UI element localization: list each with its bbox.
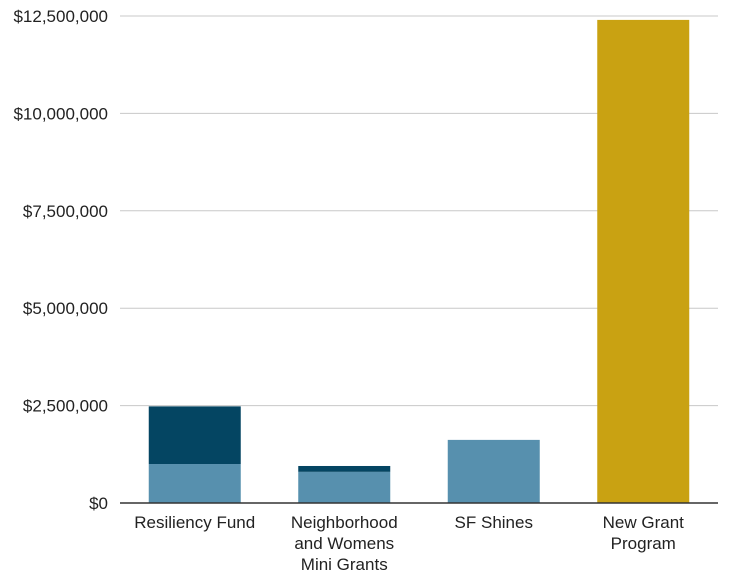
x-category-label: Resiliency Fund bbox=[134, 513, 255, 532]
x-category-label: SF Shines bbox=[455, 513, 533, 532]
x-category-label: New Grant bbox=[603, 513, 685, 532]
bars bbox=[148, 19, 690, 504]
y-tick-label: $2,500,000 bbox=[23, 397, 108, 416]
bar-segment bbox=[597, 19, 690, 504]
x-category-label: Program bbox=[611, 534, 676, 553]
bar-segment bbox=[148, 464, 241, 503]
bar-segment bbox=[148, 406, 241, 465]
y-tick-label: $12,500,000 bbox=[13, 7, 108, 26]
y-tick-label: $10,000,000 bbox=[13, 104, 108, 123]
bar-segment bbox=[298, 471, 391, 503]
bar-segment bbox=[298, 465, 391, 472]
y-tick-label: $5,000,000 bbox=[23, 299, 108, 318]
y-axis-tick-labels: $0 $2,500,000 $5,000,000 $7,500,000 $10,000,… bbox=[13, 7, 108, 513]
x-category-label: Neighborhood bbox=[291, 513, 398, 532]
y-tick-label: $7,500,000 bbox=[23, 202, 108, 221]
x-axis-category-labels: Resiliency Fund Neighborhood and Womens Min… bbox=[134, 513, 684, 573]
bar-segment bbox=[447, 439, 540, 503]
y-tick-label: $0 bbox=[89, 494, 108, 513]
x-category-label: Mini Grants bbox=[301, 555, 388, 573]
x-category-label: and Womens bbox=[294, 534, 394, 553]
